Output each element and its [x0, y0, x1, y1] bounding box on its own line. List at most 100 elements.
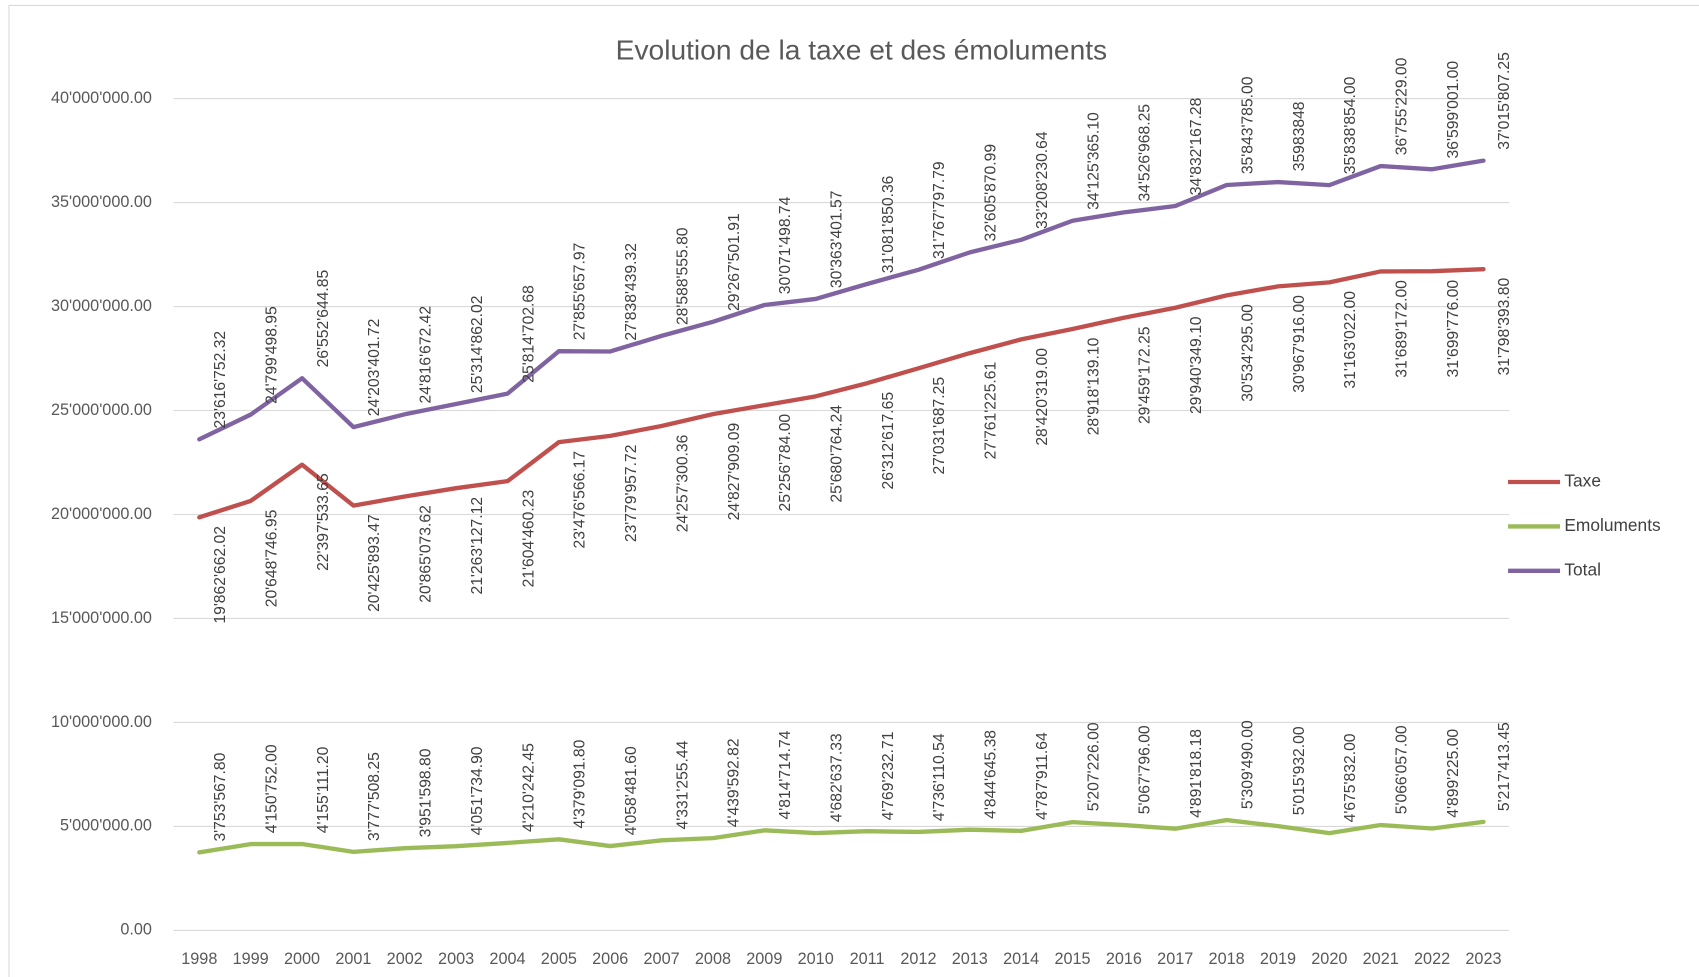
data-label: 5'067'796.00	[1137, 725, 1154, 814]
data-label: 5'217'413.45	[1496, 722, 1513, 811]
data-label: 24'827'909.09	[726, 423, 743, 521]
y-tick-label: 20'000'000.00	[51, 505, 152, 523]
y-tick-label: 0.00	[120, 921, 152, 939]
data-label: 4'787'911.64	[1034, 732, 1051, 820]
x-tick-label: 2020	[1311, 950, 1347, 968]
data-label: 31'163'022.00	[1342, 291, 1359, 389]
x-tick-label: 2015	[1054, 950, 1090, 968]
data-label: 23'476'566.17	[572, 451, 589, 549]
data-label: 22'397'533.65	[315, 473, 332, 571]
data-label: 5'309'490.00	[1239, 720, 1256, 809]
data-label: 28'918'139.10	[1085, 337, 1102, 435]
y-tick-label: 40'000'000.00	[51, 89, 152, 107]
data-label: 25'680'764.24	[828, 405, 845, 503]
data-label: 34'526'968.25	[1137, 104, 1154, 202]
data-label: 28'420'319.00	[1034, 348, 1051, 446]
series-line	[197, 817, 1486, 855]
data-label: 4'769'232.71	[880, 732, 897, 821]
x-tick-label: 2005	[541, 950, 577, 968]
data-label: 27'838'439.32	[623, 243, 640, 341]
data-label: 34'832'167.28	[1188, 97, 1205, 195]
data-label: 30'534'295.00	[1239, 304, 1256, 402]
data-label: 29'459'172.25	[1137, 326, 1154, 424]
x-tick-label: 2006	[592, 950, 628, 968]
data-label: 4'058'481.60	[623, 746, 640, 835]
data-label: 4'814'714.74	[777, 730, 794, 819]
y-tick-label: 5'000'000.00	[60, 817, 152, 835]
x-tick-label: 2007	[644, 950, 680, 968]
data-label: 24'799'498.95	[263, 306, 280, 404]
data-label: 5'015'932.00	[1291, 726, 1308, 815]
series-line	[197, 266, 1486, 520]
data-label: 25'814'702.68	[520, 285, 537, 383]
data-label: 37'015'807.25	[1496, 52, 1513, 150]
data-label: 31'081'850.36	[880, 175, 897, 273]
x-tick-label: 2001	[335, 950, 371, 968]
data-label: 21'263'127.12	[469, 497, 486, 595]
x-tick-label: 1998	[181, 950, 217, 968]
x-tick-label: 2018	[1209, 950, 1245, 968]
y-tick-label: 15'000'000.00	[51, 609, 152, 627]
data-label: 28'588'555.80	[674, 227, 691, 325]
x-tick-label: 2002	[387, 950, 423, 968]
data-label: 33'208'230.64	[1034, 131, 1051, 229]
x-tick-label: 2000	[284, 950, 320, 968]
x-tick-label: 2021	[1363, 950, 1399, 968]
data-label: 27'761'225.61	[983, 362, 1000, 460]
legend-label: Total	[1564, 559, 1601, 579]
data-label: 35'843'785.00	[1239, 76, 1256, 174]
data-label: 23'779'957.72	[623, 445, 640, 543]
data-label: 5'207'226.00	[1085, 722, 1102, 811]
chart-title: Evolution de la taxe et des émoluments	[616, 34, 1107, 65]
data-label: 25'314'862.02	[469, 296, 486, 394]
data-label: 35'838'854.00	[1342, 76, 1359, 174]
legend-label: Emoluments	[1564, 515, 1661, 535]
data-label: 20'425'893.47	[366, 514, 383, 612]
data-label: 24'816'672.42	[418, 306, 435, 404]
x-tick-label: 2003	[438, 950, 474, 968]
x-tick-label: 2022	[1414, 950, 1450, 968]
data-label: 30'071'498.74	[777, 196, 794, 294]
data-label: 4'899'225.00	[1445, 729, 1462, 818]
data-label: 4'155'111.20	[315, 746, 332, 833]
data-label: 4'736'110.54	[931, 733, 948, 821]
data-label: 31'689'172.00	[1394, 280, 1411, 378]
x-tick-label: 2010	[798, 950, 834, 968]
x-tick-label: 1999	[233, 950, 269, 968]
x-tick-label: 2014	[1003, 950, 1039, 968]
data-label: 3'777'508.25	[366, 752, 383, 841]
data-label: 24'203'401.72	[366, 319, 383, 417]
x-tick-label: 2004	[489, 950, 525, 968]
x-tick-label: 2013	[952, 950, 988, 968]
data-label: 35983848	[1291, 101, 1308, 171]
x-tick-label: 2012	[900, 950, 936, 968]
data-label: 4'439'592.82	[726, 738, 743, 827]
data-label: 21'604'460.23	[520, 490, 537, 588]
data-label: 26'312'617.65	[880, 392, 897, 490]
y-tick-label: 10'000'000.00	[51, 713, 152, 731]
data-label: 26'552'644.85	[315, 270, 332, 368]
y-tick-label: 30'000'000.00	[51, 297, 152, 315]
data-label: 4'675'832.00	[1342, 733, 1359, 822]
data-label: 4'150'752.00	[263, 744, 280, 833]
data-label: 36'599'001.00	[1445, 61, 1462, 159]
data-label: 25'256'784.00	[777, 414, 794, 512]
data-label: 4'051'734.90	[469, 746, 486, 835]
x-tick-label: 2016	[1106, 950, 1142, 968]
x-tick-label: 2019	[1260, 950, 1296, 968]
chart-frame	[8, 4, 1699, 977]
data-label: 4'682'637.33	[828, 733, 845, 822]
series-line	[197, 158, 1486, 442]
data-label: 4'844'645.38	[983, 730, 1000, 819]
data-label: 31'767'797.79	[931, 161, 948, 259]
data-label: 32'605'870.99	[983, 144, 1000, 242]
data-label: 4'331'255.44	[674, 740, 691, 829]
data-label: 29'267'501.91	[726, 213, 743, 311]
data-label: 31'798'393.80	[1496, 278, 1513, 376]
data-label: 27'855'657.97	[572, 243, 589, 341]
y-tick-label: 35'000'000.00	[51, 193, 152, 211]
data-label: 36'755'229.00	[1394, 57, 1411, 155]
data-label: 20'648'746.95	[263, 509, 280, 607]
